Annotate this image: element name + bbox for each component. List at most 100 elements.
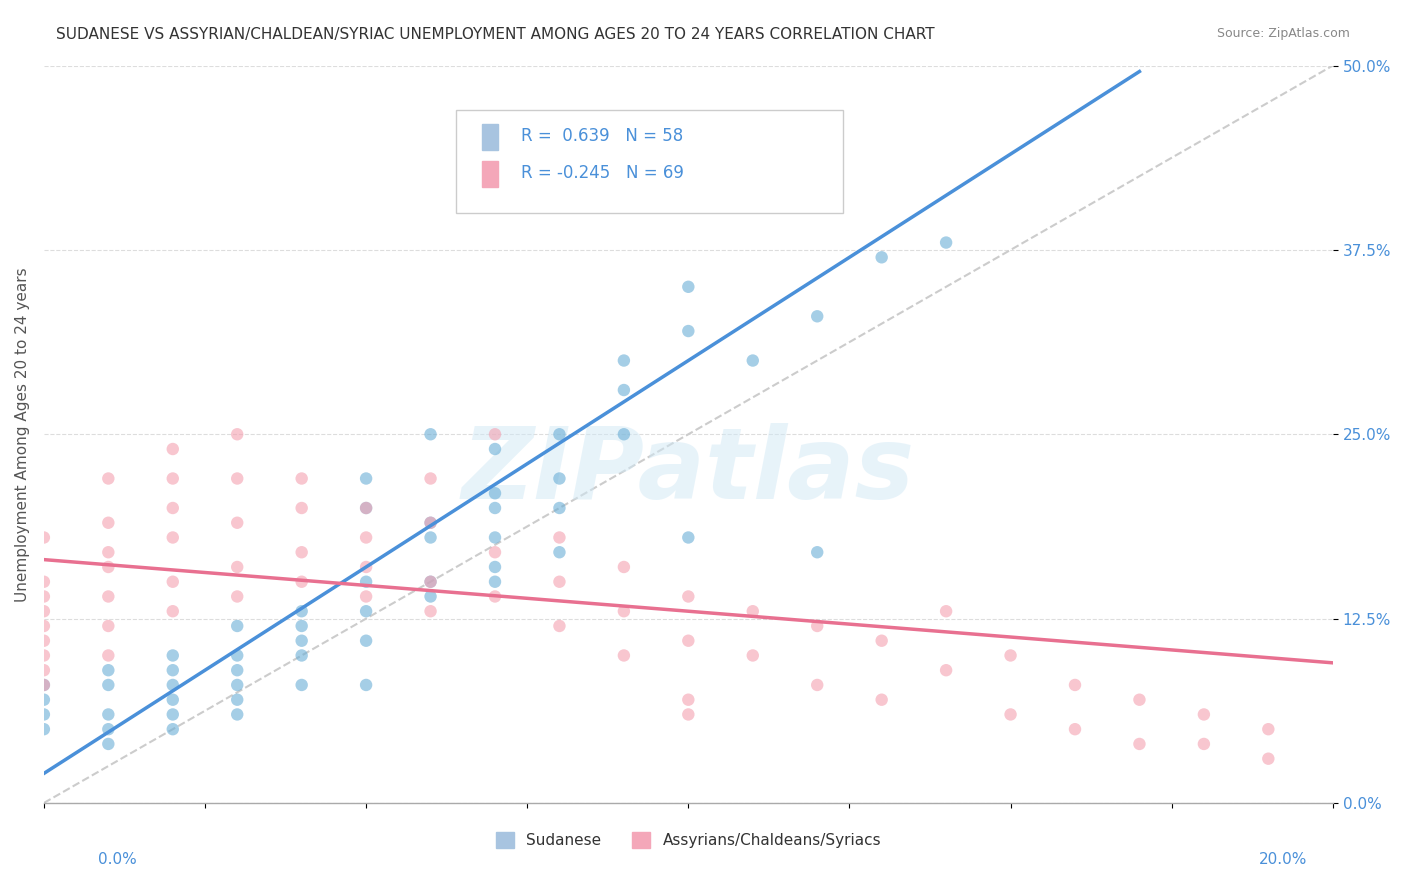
Text: 20.0%: 20.0%: [1260, 852, 1308, 867]
Point: [32, 678, 55, 692]
Point: [1128, 692, 1150, 706]
Point: [162, 722, 184, 736]
Point: [870, 692, 893, 706]
Point: [1000, 707, 1022, 722]
Point: [419, 427, 441, 442]
Point: [32, 619, 55, 633]
Point: [354, 531, 377, 545]
Point: [1257, 752, 1279, 766]
Point: [162, 604, 184, 618]
Point: [806, 545, 828, 559]
Point: [226, 678, 249, 692]
FancyBboxPatch shape: [482, 124, 498, 151]
Point: [548, 574, 571, 589]
Point: [484, 531, 506, 545]
Point: [741, 604, 763, 618]
Point: [291, 678, 314, 692]
Point: [419, 574, 441, 589]
Point: [548, 471, 571, 485]
Point: [935, 604, 957, 618]
Point: [548, 531, 571, 545]
Point: [678, 707, 700, 722]
Point: [97, 663, 120, 677]
Point: [678, 692, 700, 706]
Point: [1064, 678, 1087, 692]
Point: [354, 678, 377, 692]
Point: [162, 678, 184, 692]
Point: [354, 633, 377, 648]
Point: [291, 619, 314, 633]
Point: [97, 471, 120, 485]
Point: [162, 663, 184, 677]
Point: [613, 427, 636, 442]
Point: [32, 633, 55, 648]
Point: [806, 619, 828, 633]
Point: [1128, 737, 1150, 751]
Point: [548, 619, 571, 633]
Point: [32, 692, 55, 706]
Point: [354, 501, 377, 516]
Point: [354, 604, 377, 618]
Point: [1192, 707, 1215, 722]
Point: [162, 707, 184, 722]
Point: [419, 590, 441, 604]
Point: [97, 560, 120, 574]
Point: [226, 663, 249, 677]
Point: [291, 648, 314, 663]
Point: [419, 604, 441, 618]
Point: [935, 663, 957, 677]
Point: [162, 692, 184, 706]
Point: [419, 531, 441, 545]
Point: [806, 678, 828, 692]
Point: [32, 590, 55, 604]
Point: [32, 678, 55, 692]
Point: [32, 648, 55, 663]
Point: [32, 663, 55, 677]
Point: [484, 427, 506, 442]
Legend: Sudanese, Assyrians/Chaldeans/Syriacs: Sudanese, Assyrians/Chaldeans/Syriacs: [489, 826, 887, 855]
Point: [97, 619, 120, 633]
FancyBboxPatch shape: [457, 110, 844, 213]
Point: [548, 501, 571, 516]
Point: [613, 604, 636, 618]
Point: [32, 604, 55, 618]
Text: R =  0.639   N = 58: R = 0.639 N = 58: [520, 127, 683, 145]
Point: [870, 633, 893, 648]
Point: [678, 590, 700, 604]
Point: [870, 250, 893, 264]
Point: [1257, 722, 1279, 736]
Point: [484, 560, 506, 574]
Point: [291, 471, 314, 485]
Point: [226, 560, 249, 574]
Text: Source: ZipAtlas.com: Source: ZipAtlas.com: [1216, 27, 1350, 40]
Point: [354, 501, 377, 516]
Text: ZIPatlas: ZIPatlas: [461, 423, 915, 520]
Point: [419, 516, 441, 530]
Text: R = -0.245   N = 69: R = -0.245 N = 69: [520, 163, 683, 181]
Point: [162, 471, 184, 485]
Point: [678, 531, 700, 545]
Point: [419, 574, 441, 589]
Point: [291, 604, 314, 618]
Point: [484, 590, 506, 604]
Point: [162, 574, 184, 589]
Point: [484, 574, 506, 589]
Text: SUDANESE VS ASSYRIAN/CHALDEAN/SYRIAC UNEMPLOYMENT AMONG AGES 20 TO 24 YEARS CORR: SUDANESE VS ASSYRIAN/CHALDEAN/SYRIAC UNE…: [56, 27, 935, 42]
Point: [613, 560, 636, 574]
Point: [419, 471, 441, 485]
Point: [678, 324, 700, 338]
Point: [226, 590, 249, 604]
Point: [354, 560, 377, 574]
Point: [548, 545, 571, 559]
Point: [1064, 722, 1087, 736]
Point: [226, 707, 249, 722]
Point: [806, 310, 828, 324]
Point: [97, 722, 120, 736]
Point: [162, 648, 184, 663]
Point: [291, 633, 314, 648]
Point: [291, 501, 314, 516]
Point: [226, 619, 249, 633]
Point: [226, 648, 249, 663]
Point: [354, 590, 377, 604]
Point: [548, 427, 571, 442]
